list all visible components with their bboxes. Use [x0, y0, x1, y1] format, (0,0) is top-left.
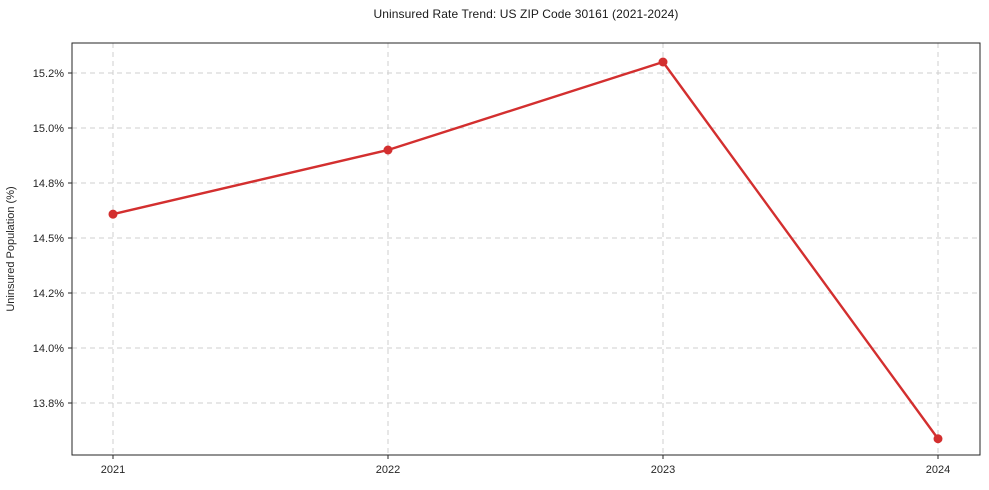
trend-line: [111, 60, 940, 440]
data-point: [933, 434, 943, 444]
y-tick-label: 15.0%: [33, 123, 64, 135]
y-tick-label: 14.0%: [33, 343, 64, 355]
y-tick-label: 14.8%: [33, 178, 64, 190]
data-point: [383, 145, 393, 155]
y-tick-label: 14.5%: [33, 233, 64, 245]
x-tick-label: 2022: [376, 464, 400, 476]
data-point: [658, 57, 668, 67]
y-tick-label: 13.8%: [33, 398, 64, 410]
plot-border: [71, 42, 981, 456]
chart-title: Uninsured Rate Trend: US ZIP Code 30161 …: [373, 7, 679, 21]
y-tick-label: 14.2%: [33, 288, 64, 300]
x-tick-label: 2021: [101, 464, 125, 476]
y-tick-label: 15.2%: [33, 68, 64, 80]
x-tick-label: 2023: [651, 464, 675, 476]
data-point: [108, 209, 118, 219]
x-tick-label: 2024: [926, 464, 950, 476]
